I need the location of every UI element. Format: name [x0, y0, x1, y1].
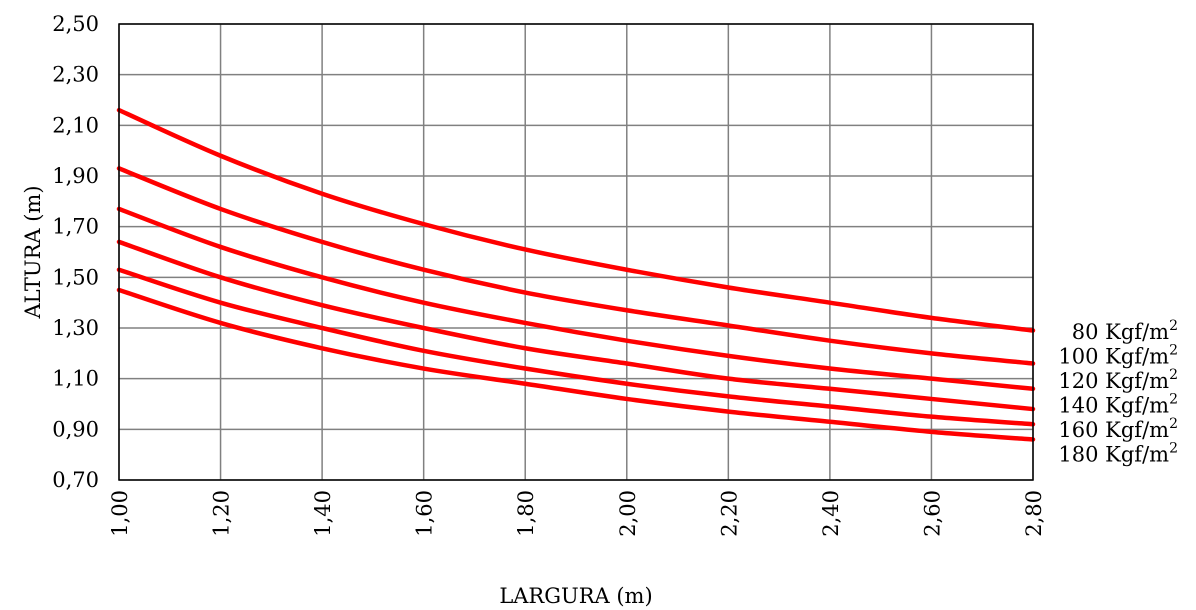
y-tick-label: 1,10: [52, 367, 99, 391]
x-tick-label: 1,20: [210, 490, 234, 537]
y-tick-label: 2,50: [52, 12, 99, 36]
y-tick-label: 1,70: [52, 215, 99, 239]
legend-label: 80 Kgf/m2: [1072, 318, 1178, 344]
plot-frame: [118, 23, 1034, 481]
y-tick-label: 1,30: [52, 316, 99, 340]
x-tick-labels: 1,00 1,20 1,40 1,60 1,80 2,00 2,20 2,40 2,60 2,80: [108, 490, 1046, 537]
series-line-2: [116, 166, 1036, 366]
series-lines: [116, 107, 1036, 442]
y-tick-label: 1,50: [52, 265, 99, 289]
y-axis-title: ALTURA (m): [21, 185, 45, 319]
series-line-3: [116, 206, 1036, 392]
legend-label: 180 Kgf/m2: [1058, 441, 1178, 467]
legend-label: 160 Kgf/m2: [1058, 416, 1178, 442]
y-tick-labels: 0,70 0,90 1,10 1,30 1,50 1,70 1,90 2,10 2,30 2,50: [52, 12, 99, 492]
x-axis-title: LARGURA (m): [499, 584, 652, 608]
x-tick-label: 1,40: [311, 490, 335, 537]
series-line-1: [116, 107, 1036, 333]
series-line-5: [116, 267, 1036, 427]
x-tick-label: 1,00: [108, 490, 132, 537]
y-tick-label: 2,10: [52, 113, 99, 137]
x-tick-label: 2,60: [920, 490, 944, 537]
x-tick-label: 2,40: [819, 490, 843, 537]
y-tick-label: 0,90: [52, 417, 99, 441]
legend-label: 120 Kgf/m2: [1058, 367, 1178, 393]
y-tick-label: 0,70: [52, 468, 99, 492]
x-tick-label: 1,60: [413, 490, 437, 537]
x-tick-label: 2,20: [717, 490, 741, 537]
x-tick-label: 1,80: [514, 490, 538, 537]
series-line-4: [116, 239, 1036, 412]
y-tick-label: 1,90: [52, 164, 99, 188]
x-tick-label: 2,00: [616, 490, 640, 537]
legend-label: 100 Kgf/m2: [1058, 343, 1178, 369]
legend-label: 140 Kgf/m2: [1058, 392, 1178, 418]
y-tick-label: 2,30: [52, 63, 99, 87]
series-line-6: [116, 287, 1036, 442]
x-tick-label: 2,80: [1022, 490, 1046, 537]
